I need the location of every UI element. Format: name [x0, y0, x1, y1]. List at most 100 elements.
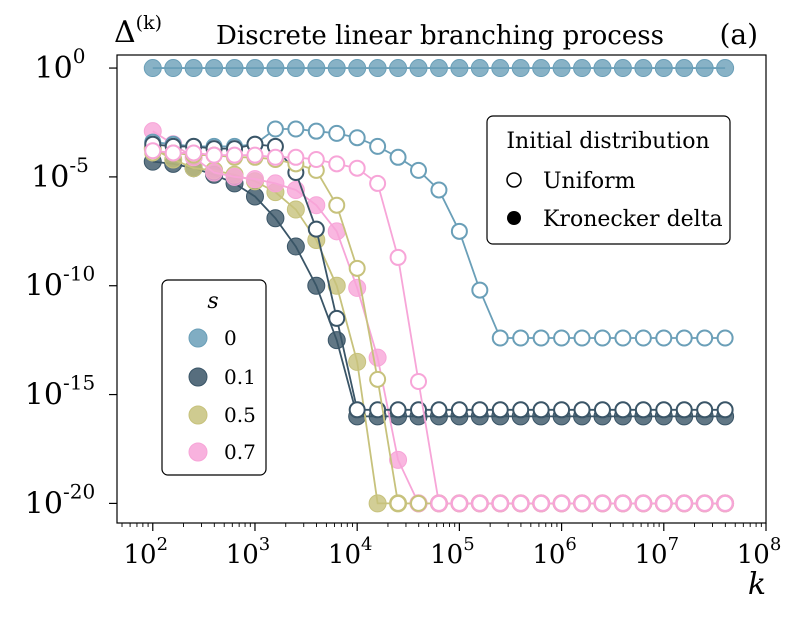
legend-init-label-uniform: Uniform	[543, 169, 636, 194]
data-point-open	[471, 494, 489, 512]
data-point-open	[389, 248, 407, 266]
data-point-filled	[184, 59, 203, 78]
data-point-filled	[695, 59, 714, 78]
data-point-open	[593, 401, 611, 419]
y-tick-label: 100	[35, 44, 86, 86]
x-tick-label: 106	[532, 534, 577, 570]
data-point-open	[532, 401, 550, 419]
data-point-open	[573, 329, 591, 347]
data-point-filled	[245, 170, 264, 189]
data-point-open	[430, 494, 448, 512]
data-point-open	[614, 494, 632, 512]
data-point-open	[696, 329, 714, 347]
data-point-open	[144, 142, 162, 160]
data-point-open	[512, 329, 530, 347]
data-point-open	[593, 494, 611, 512]
data-point-open	[614, 329, 632, 347]
plot-frame	[116, 54, 767, 524]
data-point-filled	[511, 59, 530, 78]
y-axis-ticks: 100 10-5 10-10 10-15 10-20	[25, 44, 117, 521]
y-axis-label-base: Δ	[114, 15, 136, 50]
data-point-filled	[429, 59, 448, 78]
data-point-filled	[266, 209, 285, 228]
data-point-open	[553, 494, 571, 512]
legend-init-frame	[486, 115, 731, 245]
data-point-open	[696, 401, 714, 419]
data-point-open	[389, 494, 407, 512]
y-tick-label: 10-10	[25, 262, 95, 304]
data-point-open	[389, 401, 407, 419]
data-point-open	[553, 329, 571, 347]
legend-s-label-3: 0.7	[224, 440, 256, 464]
data-point-open	[696, 494, 714, 512]
data-point-filled	[389, 450, 408, 469]
data-point-filled	[225, 167, 244, 186]
data-point-open	[655, 329, 673, 347]
data-point-open	[246, 146, 264, 164]
data-point-filled	[143, 59, 162, 78]
data-point-filled	[164, 59, 183, 78]
legend-s-label-1: 0.1	[224, 365, 256, 389]
data-point-open	[369, 137, 387, 155]
data-point-open	[328, 155, 346, 173]
data-point-filled	[225, 59, 244, 78]
data-point-filled	[716, 59, 735, 78]
data-point-open	[328, 124, 346, 142]
data-point-filled	[286, 237, 305, 256]
legend-init-open-marker	[506, 172, 522, 188]
panel-label: (a)	[719, 18, 758, 51]
data-point-filled	[552, 59, 571, 78]
data-point-filled	[634, 59, 653, 78]
data-point-open	[307, 150, 325, 168]
y-tick-label: 10-20	[25, 479, 95, 521]
data-point-filled	[245, 59, 264, 78]
data-point-filled	[348, 352, 367, 371]
data-point-filled	[654, 59, 673, 78]
legend-init-label-kronecker: Kronecker delta	[543, 207, 723, 232]
data-point-open	[471, 401, 489, 419]
data-point-open	[205, 146, 223, 164]
data-point-open	[348, 259, 366, 277]
data-point-open	[307, 220, 325, 238]
x-axis-ticks: 102 103 104 105 106 107 108	[121, 523, 782, 570]
data-point-filled	[409, 59, 428, 78]
legend-s-marker-2	[188, 405, 208, 425]
data-point-filled	[532, 59, 551, 78]
data-point-filled	[266, 59, 285, 78]
x-tick-label: 104	[328, 534, 373, 570]
data-point-open	[532, 494, 550, 512]
legend-s-label-2: 0.5	[224, 403, 256, 427]
legend-s-frame	[161, 279, 267, 476]
data-point-open	[634, 329, 652, 347]
data-point-filled	[327, 276, 346, 295]
data-point-filled	[593, 59, 612, 78]
data-point-filled	[327, 59, 346, 78]
data-point-open	[287, 148, 305, 166]
data-point-open	[491, 329, 509, 347]
data-point-filled	[266, 174, 285, 193]
legend-init-title: Initial distribution	[506, 129, 709, 154]
chart-title: Discrete linear branching process	[216, 21, 664, 51]
data-point-open	[410, 494, 428, 512]
x-tick-label: 108	[737, 534, 782, 570]
y-axis-label-sup: (k)	[136, 12, 162, 34]
data-point-open	[491, 494, 509, 512]
data-point-open	[348, 401, 366, 419]
data-point-filled	[368, 494, 387, 513]
data-point-open	[593, 329, 611, 347]
data-point-open	[328, 309, 346, 327]
series-0-kronecker	[143, 59, 735, 78]
data-point-filled	[368, 59, 387, 78]
data-point-open	[430, 401, 448, 419]
legend-s-marker-1	[188, 367, 208, 387]
x-tick-label: 107	[635, 534, 680, 570]
data-point-filled	[307, 59, 326, 78]
legend-initial-distribution: Initial distribution Uniform Kronecker d…	[486, 115, 731, 245]
data-point-open	[512, 401, 530, 419]
data-point-open	[164, 144, 182, 162]
legend-s-title: s	[207, 289, 218, 314]
data-point-open	[185, 144, 203, 162]
data-point-open	[655, 401, 673, 419]
data-point-open	[716, 494, 734, 512]
